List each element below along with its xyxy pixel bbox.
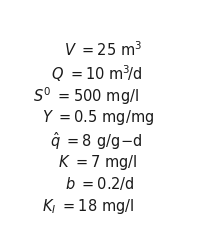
Text: $K\ = 7\ \mathrm{mg/l}$: $K\ = 7\ \mathrm{mg/l}$ bbox=[58, 153, 138, 172]
Text: $b\ = 0.2/\mathrm{d}$: $b\ = 0.2/\mathrm{d}$ bbox=[65, 175, 134, 192]
Text: $Y\ = 0.5\ \mathrm{mg/mg}$: $Y\ = 0.5\ \mathrm{mg/mg}$ bbox=[42, 108, 154, 127]
Text: $Q\ = 10\ \mathrm{m}^3\!/\mathrm{d}$: $Q\ = 10\ \mathrm{m}^3\!/\mathrm{d}$ bbox=[51, 63, 142, 84]
Text: $K_I\ = 18\ \mathrm{mg/l}$: $K_I\ = 18\ \mathrm{mg/l}$ bbox=[42, 197, 134, 216]
Text: $V\ = 25\ \mathrm{m}^3$: $V\ = 25\ \mathrm{m}^3$ bbox=[64, 40, 142, 59]
Text: $\hat{q}\ = 8\ \mathrm{g/g\!-\!d}$: $\hat{q}\ = 8\ \mathrm{g/g\!-\!d}$ bbox=[50, 130, 143, 152]
Text: $S^0\ = 500\ \mathrm{mg/l}$: $S^0\ = 500\ \mathrm{mg/l}$ bbox=[33, 85, 140, 107]
